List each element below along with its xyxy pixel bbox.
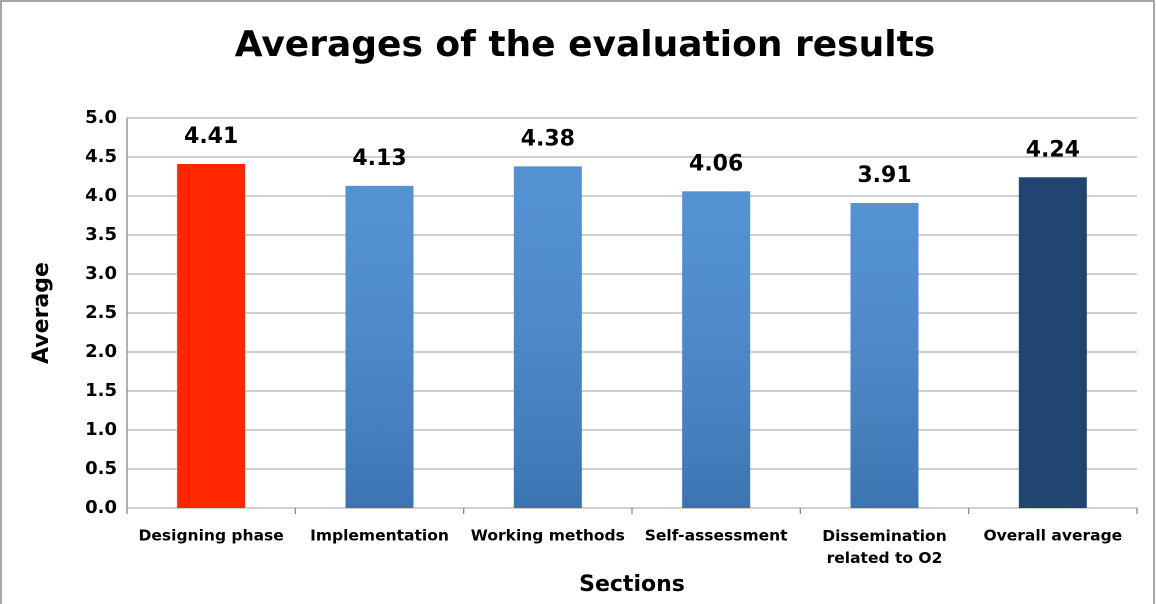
x-tick-label: Overall average [983, 527, 1122, 545]
bar [1018, 177, 1087, 508]
x-tick-label: Dissemination related to O2 [822, 527, 947, 567]
y-tick-label: 2.5 [85, 302, 117, 323]
value-label: 4.24 [1026, 137, 1080, 162]
y-axis-label: Average [29, 262, 54, 364]
y-tick-label: 0.5 [85, 458, 117, 479]
x-tick-label: Self-assessment [645, 527, 788, 545]
bar-shade [682, 191, 751, 508]
y-tick-label: 5.0 [85, 107, 117, 128]
chart-title: Averages of the evaluation results [235, 24, 935, 65]
value-label: 4.06 [689, 151, 743, 176]
bar-shade [345, 185, 414, 509]
bar-shade [513, 166, 582, 509]
y-tick-label: 4.0 [85, 185, 117, 206]
bar [177, 164, 246, 508]
bar-shade [850, 203, 919, 508]
y-tick-label: 3.0 [85, 263, 117, 284]
y-tick-label: 1.0 [85, 419, 117, 440]
value-label: 4.38 [521, 126, 575, 151]
x-tick-label: Working methods [471, 527, 625, 545]
y-tick-label: 2.0 [85, 341, 117, 362]
y-tick-label: 1.5 [85, 380, 117, 401]
y-tick-label: 4.5 [85, 146, 117, 167]
y-tick-label: 3.5 [85, 224, 117, 245]
y-tick-label: 0.0 [85, 497, 117, 518]
value-label: 4.13 [352, 146, 406, 171]
value-label: 4.41 [184, 124, 238, 149]
x-tick-label: Designing phase [139, 527, 284, 545]
x-axis-label: Sections [579, 572, 685, 597]
value-label: 3.91 [857, 163, 911, 188]
x-tick-label: Implementation [310, 527, 449, 545]
